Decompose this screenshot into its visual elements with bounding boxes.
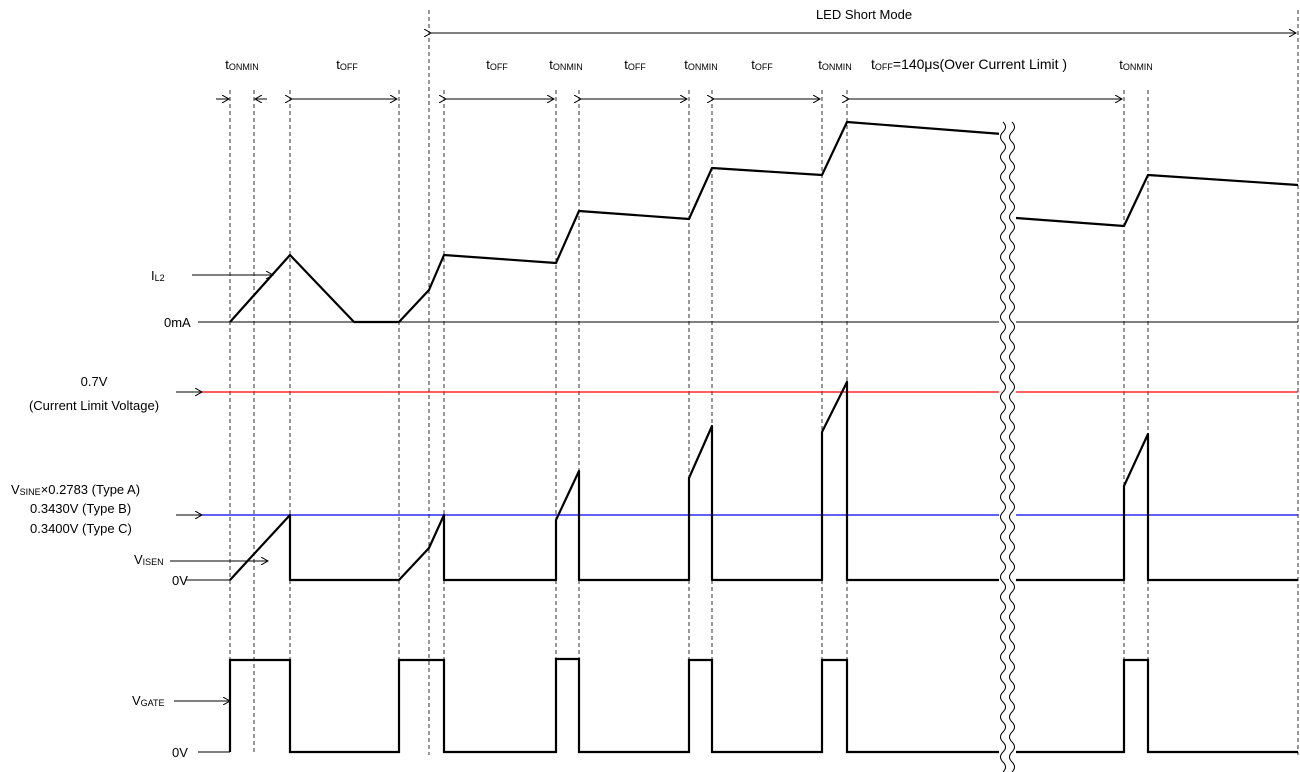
t-onmin-label: tONMIN xyxy=(1119,58,1153,72)
zero-v-isen-label: 0V xyxy=(172,574,188,587)
t-onmin-label: tONMIN xyxy=(549,58,583,72)
visen-trace xyxy=(230,382,1002,580)
il2-label: IL2 xyxy=(151,269,165,283)
t-off-label: tOFF xyxy=(486,58,508,72)
vgate-trace xyxy=(230,659,1002,752)
vgate-trace-after-break xyxy=(1016,660,1298,752)
t-onmin-label: tONMIN xyxy=(225,58,259,72)
t-off-label: tOFF xyxy=(751,58,773,72)
current-limit-description: (Current Limit Voltage) xyxy=(29,399,159,412)
zero-ma-label: 0mA xyxy=(164,316,191,329)
vgate-label: VGATE xyxy=(132,694,165,708)
zero-v-gate-label: 0V xyxy=(172,746,188,759)
label-pointers xyxy=(170,275,273,701)
type-b-label: 0.3430V (Type B) xyxy=(30,502,131,515)
t-off-label: tOFF xyxy=(624,58,646,72)
led-short-mode-title: LED Short Mode xyxy=(816,8,912,21)
il2-trace xyxy=(230,122,1002,322)
timing-markers xyxy=(230,10,1298,755)
time-break-icon xyxy=(999,120,1016,772)
visen-trace-after-break xyxy=(1016,434,1298,580)
t-off-overcurrent-label: tOFF=140μs(Over Current Limit ) xyxy=(871,57,1067,72)
visen-label: VISEN xyxy=(134,553,164,567)
type-a-label: VSINE×0.2783 (Type A) xyxy=(11,483,140,497)
t-onmin-label: tONMIN xyxy=(818,58,852,72)
il2-trace-after-break xyxy=(1016,175,1298,226)
type-c-label: 0.3400V (Type C) xyxy=(30,522,132,535)
current-limit-value: 0.7V xyxy=(81,375,108,388)
t-off-label: tOFF xyxy=(336,58,358,72)
t-onmin-label: tONMIN xyxy=(684,58,718,72)
